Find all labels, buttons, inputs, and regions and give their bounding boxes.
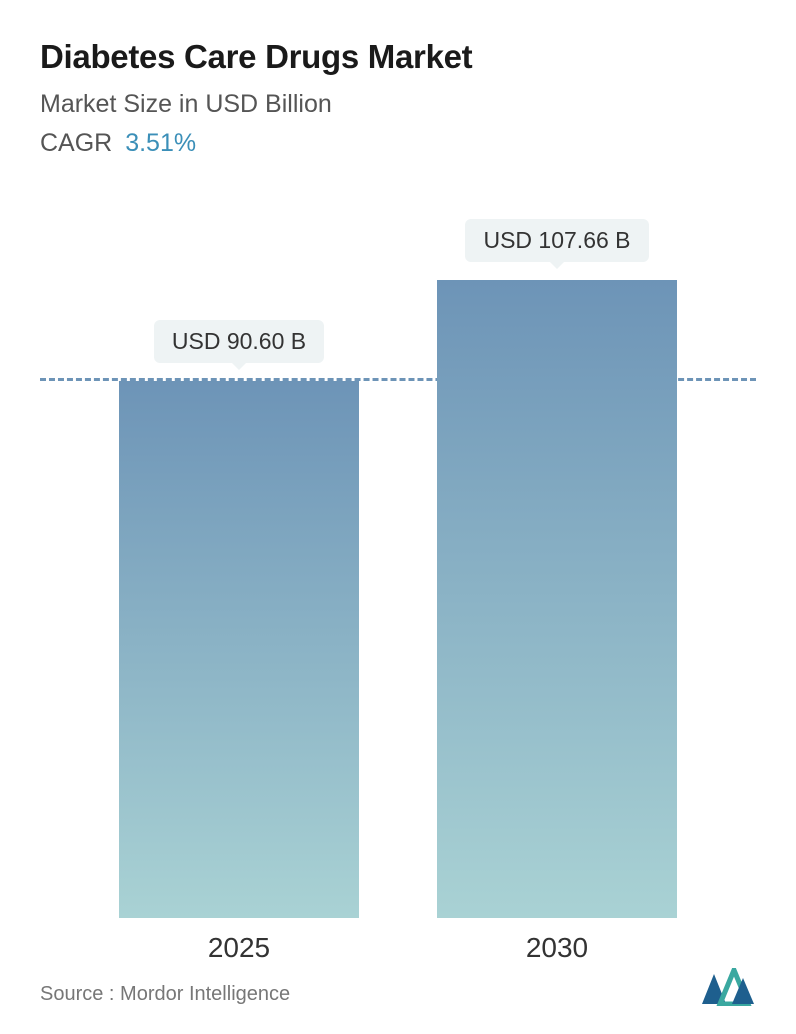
- x-axis-labels: 2025 2030: [40, 932, 756, 964]
- chart-subtitle: Market Size in USD Billion: [40, 90, 756, 119]
- cagr-label: CAGR: [40, 129, 112, 157]
- bars-container: USD 90.60 B USD 107.66 B: [40, 218, 756, 918]
- bar-group-2025: USD 90.60 B: [109, 320, 369, 918]
- mordor-logo-icon: [700, 968, 756, 1006]
- source-text: Source : Mordor Intelligence: [40, 983, 290, 1006]
- value-label-2025: USD 90.60 B: [154, 320, 324, 363]
- cagr-line: CAGR 3.51%: [40, 129, 756, 158]
- footer: Source : Mordor Intelligence: [40, 968, 756, 1006]
- x-label-2030: 2030: [427, 932, 687, 964]
- bar-2025: [119, 381, 359, 918]
- bar-2030: [437, 280, 677, 918]
- value-label-2030: USD 107.66 B: [465, 219, 648, 262]
- chart-title: Diabetes Care Drugs Market: [40, 38, 756, 76]
- x-label-2025: 2025: [109, 932, 369, 964]
- chart-area: USD 90.60 B USD 107.66 B: [40, 218, 756, 918]
- bar-group-2030: USD 107.66 B: [427, 219, 687, 918]
- cagr-value: 3.51%: [125, 129, 196, 157]
